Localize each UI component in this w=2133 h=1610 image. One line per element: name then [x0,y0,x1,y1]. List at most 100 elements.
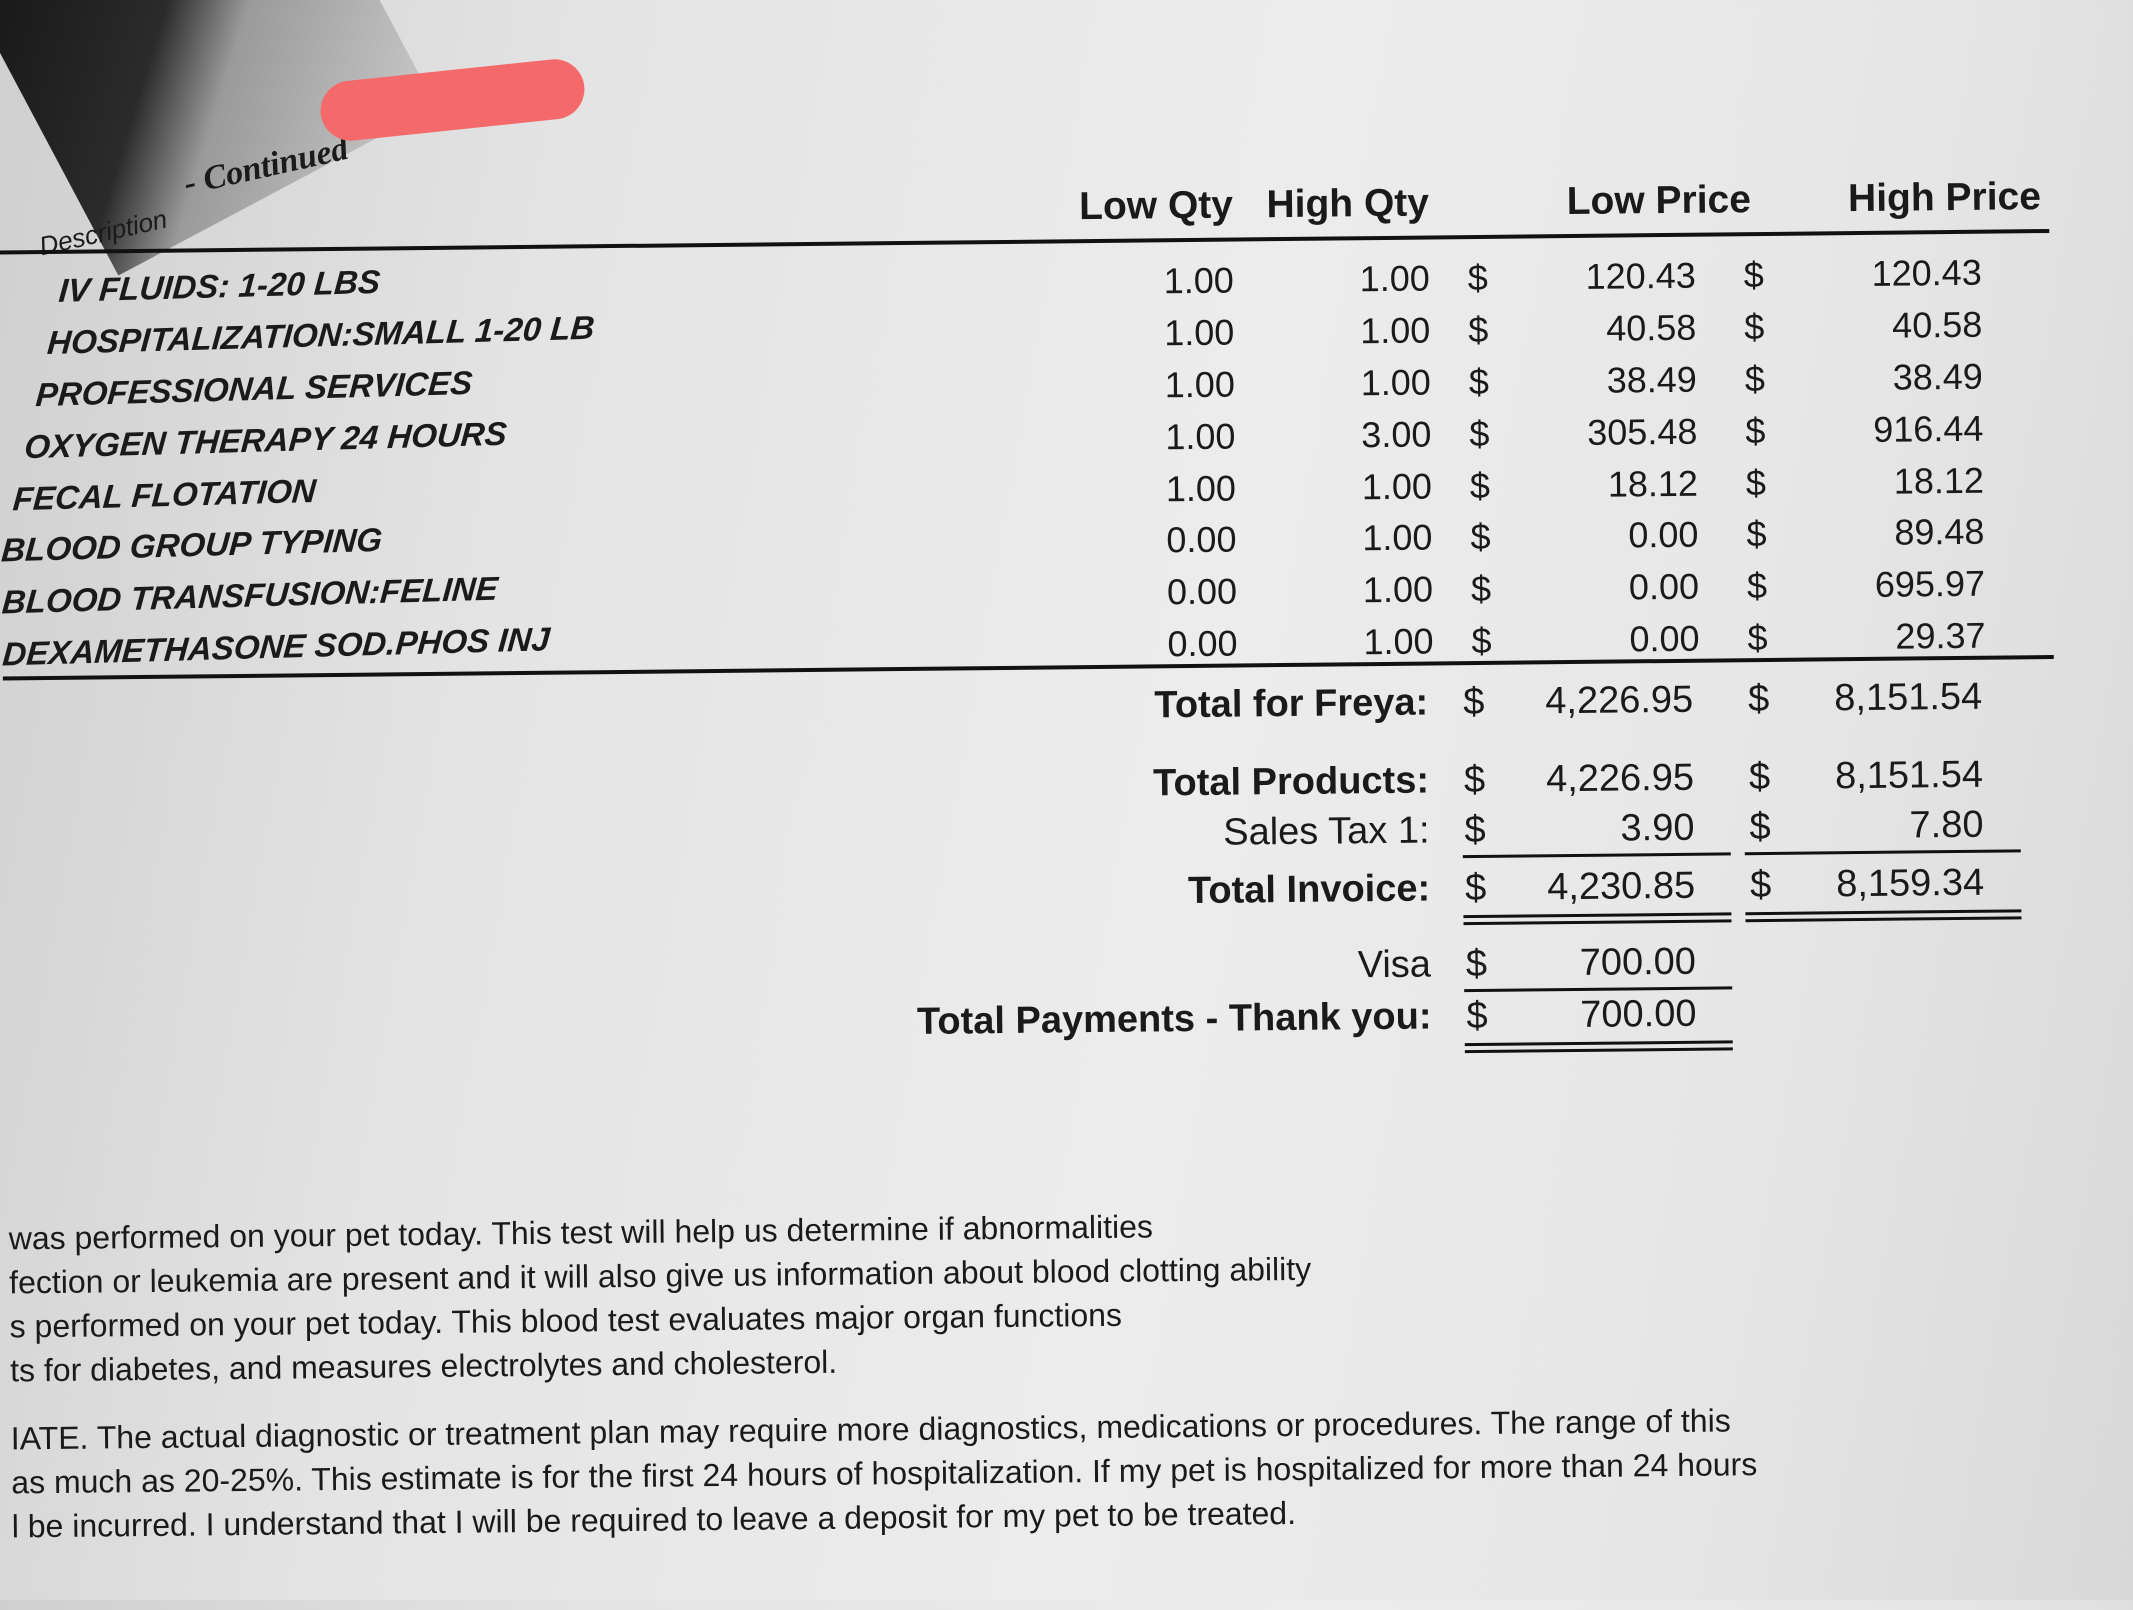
item-high-price: 916.44 [1873,407,1984,450]
currency-symbol: $ [1462,680,1485,724]
header-rule [0,229,2050,255]
total-high-products: 8,151.54 [1834,753,1984,798]
note-line: fection or leukemia are present and it w… [8,1250,1312,1301]
currency-symbol: $ [1470,567,1492,610]
item-low-price: 40.58 [1605,306,1697,349]
currency-symbol: $ [1747,677,1770,721]
currency-symbol: $ [1465,942,1488,986]
visa-underline [1464,986,1733,993]
payments-double-rule [1464,1040,1733,1047]
currency-symbol: $ [1744,357,1766,400]
tax-underline-low [1462,852,1731,859]
item-low-price: 120.43 [1585,254,1696,297]
continued-label: - Continued [180,129,352,203]
tax-underline-high [1744,849,2021,856]
currency-symbol: $ [1467,256,1488,299]
item-description: DEXAMETHASONE SOD.PHOS INJ [1,620,552,673]
item-high-price: 89.48 [1894,510,1985,553]
note-line: s performed on your pet today. This bloo… [9,1296,1123,1345]
invoice-double-rule-low [1463,912,1732,919]
item-high-price: 38.49 [1892,355,1984,398]
currency-symbol: $ [1469,464,1491,507]
invoice-double-rule-high [1745,916,2022,923]
item-high-qty: 1.00 [1363,620,1434,663]
item-high-qty: 3.00 [1361,413,1432,456]
total-low-freya: 4,226.95 [1545,678,1694,723]
item-low-qty: 1.00 [1164,363,1236,406]
currency-symbol: $ [1748,755,1771,799]
visa-label: Visa [1357,943,1432,987]
item-high-price: 695.97 [1874,562,1986,605]
currency-symbol: $ [1468,308,1489,351]
currency-symbol: $ [1743,253,1764,296]
total-label-tax: Sales Tax 1: [1223,809,1430,854]
total-low-tax: 3.90 [1620,806,1695,850]
total-high-invoice: 8,159.34 [1835,861,1985,906]
currency-symbol: $ [1470,515,1491,558]
item-high-price: 40.58 [1891,303,1983,346]
total-label-invoice: Total Invoice: [1187,867,1431,913]
invoice-double-rule-low [1463,919,1732,926]
note-line: was performed on your pet today. This te… [8,1208,1154,1257]
item-description: BLOOD GROUP TYPING [0,520,384,569]
currency-symbol: $ [1749,863,1772,907]
item-low-price: 18.12 [1607,462,1699,505]
currency-symbol: $ [1749,805,1771,849]
item-high-qty: 1.00 [1360,361,1432,404]
currency-symbol: $ [1745,409,1766,452]
col-low-price: Low Price [1566,178,1752,224]
item-description: PROFESSIONAL SERVICES [34,363,474,414]
item-low-qty: 0.00 [1166,518,1237,561]
item-description: HOSPITALIZATION:SMALL 1-20 LB [45,308,596,361]
item-high-qty: 1.00 [1359,257,1430,300]
currency-symbol: $ [1746,512,1767,555]
total-payments-label: Total Payments - Thank you: [916,995,1432,1043]
item-low-qty: 1.00 [1163,259,1234,302]
item-low-price: 38.49 [1606,358,1698,401]
visa-amount: 700.00 [1579,940,1697,984]
currency-symbol: $ [1744,305,1765,348]
item-high-price: 29.37 [1895,614,1986,657]
currency-symbol: $ [1468,360,1490,403]
item-low-qty: 0.00 [1166,570,1238,613]
note-line: l be incurred. I understand that I will … [11,1494,1297,1545]
item-low-price: 0.00 [1629,617,1700,660]
invoice-double-rule-high [1745,909,2022,916]
payments-double-rule [1464,1047,1733,1054]
item-low-qty: 1.00 [1165,415,1236,458]
item-high-qty: 1.00 [1360,309,1431,352]
item-low-price: 0.00 [1628,513,1699,556]
total-label-freya: Total for Freya: [1154,681,1429,727]
col-high-price: High Price [1847,175,2042,221]
col-high-qty: High Qty [1266,181,1430,227]
item-high-qty: 1.00 [1361,465,1433,508]
currency-symbol: $ [1463,758,1486,802]
item-low-price: 305.48 [1587,410,1698,453]
currency-symbol: $ [1464,808,1486,852]
col-low-qty: Low Qty [1078,183,1234,229]
item-description: FECAL FLOTATION [11,471,318,518]
item-description: IV FLUIDS: 1-20 LBS [57,262,382,309]
note-line: ts for diabetes, and measures electrolyt… [9,1343,838,1389]
total-label-products: Total Products: [1152,759,1430,805]
currency-symbol: $ [1469,412,1490,455]
item-high-qty: 1.00 [1362,568,1434,611]
total-payments-amount: 700.00 [1580,992,1697,1036]
item-low-qty: 1.00 [1165,467,1237,510]
total-low-invoice: 4,230.85 [1546,864,1696,909]
item-high-price: 18.12 [1893,459,1985,502]
item-high-qty: 1.00 [1362,516,1433,559]
item-description: OXYGEN THERAPY 24 HOURS [23,414,509,466]
currency-symbol: $ [1471,619,1492,662]
item-low-qty: 1.00 [1164,311,1235,354]
currency-symbol: $ [1747,616,1768,659]
currency-symbol: $ [1745,461,1767,504]
item-low-qty: 0.00 [1167,622,1238,665]
total-high-freya: 8,151.54 [1834,675,1983,720]
currency-symbol: $ [1466,994,1488,1038]
currency-symbol: $ [1464,866,1487,910]
currency-symbol: $ [1746,564,1768,607]
total-low-products: 4,226.95 [1545,756,1695,801]
item-high-price: 120.43 [1871,251,1982,294]
